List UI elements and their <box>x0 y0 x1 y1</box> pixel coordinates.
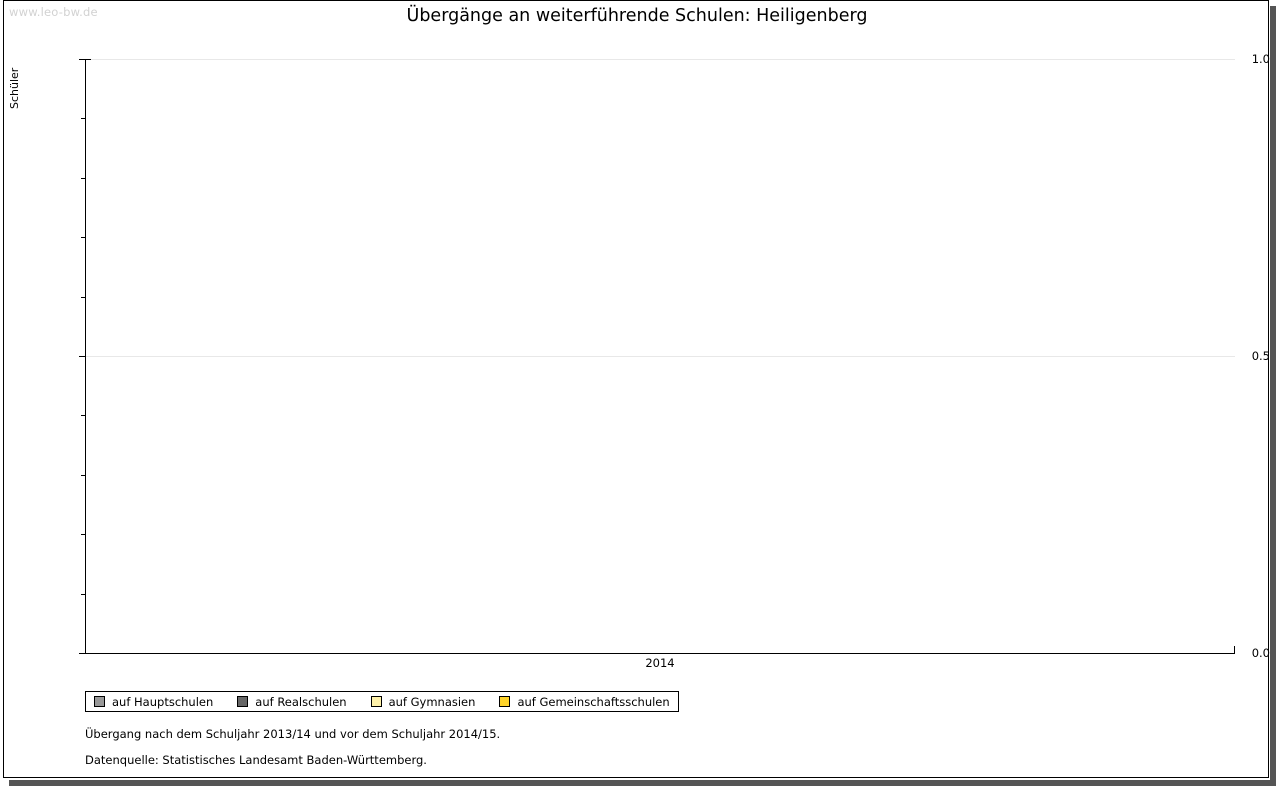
y-minor-tick-0.4 <box>81 415 86 417</box>
y-tick-mark-0.0 <box>79 653 86 654</box>
legend-swatch-icon-1 <box>237 696 249 707</box>
y-axis-top-cap <box>85 59 91 60</box>
y-minor-tick-0.9 <box>81 118 86 120</box>
legend-swatch-icon-3 <box>499 696 511 707</box>
y-tick-label-0.5: 0.5 <box>1251 349 1270 363</box>
page-frame: www.leo-bw.de Übergänge an weiterführend… <box>3 0 1270 779</box>
y-minor-tick-0.3 <box>81 474 86 476</box>
y-minor-tick-0.2 <box>81 534 86 536</box>
y-minor-tick-0.1 <box>81 593 86 595</box>
y-minor-tick-0.7 <box>81 237 86 239</box>
watermark-text: www.leo-bw.de <box>9 5 98 19</box>
y-minor-tick-0.6 <box>81 296 86 298</box>
legend-swatch-icon-2 <box>370 696 382 707</box>
page-shadow-right <box>1270 6 1276 785</box>
chart-legend: auf Hauptschulen auf Realschulen auf Gymna… <box>85 691 679 712</box>
y-tick-label-0.0: 0.0 <box>1251 646 1270 660</box>
page-shadow-bottom <box>9 780 1276 786</box>
y-tick-mark-1.0 <box>79 59 86 60</box>
legend-item-2[interactable]: auf Gymnasien <box>370 694 476 709</box>
y-minor-tick-0.8 <box>81 177 86 179</box>
legend-label-2: auf Gymnasien <box>388 694 476 709</box>
y-tick-mark-0.5 <box>79 356 86 357</box>
y-axis-label: Schüler <box>8 67 21 109</box>
plot-area <box>85 59 1235 654</box>
y-tick-label-1.0: 1.0 <box>1251 52 1270 66</box>
gridline-y-1.0 <box>85 59 1235 60</box>
legend-label-1: auf Realschulen <box>255 694 347 709</box>
footnote-line-2: Datenquelle: Statistisches Landesamt Bad… <box>85 753 427 767</box>
legend-label-0: auf Hauptschulen <box>112 694 214 709</box>
x-tick-label-2014: 2014 <box>645 656 675 670</box>
legend-item-3[interactable]: auf Gemeinschaftsschulen <box>499 694 670 709</box>
x-axis-end-cap <box>1234 646 1235 654</box>
legend-label-3: auf Gemeinschaftsschulen <box>517 694 670 709</box>
chart-title: Übergänge an weiterführende Schulen: Hei… <box>406 6 868 26</box>
x-axis-spine <box>85 653 1235 654</box>
chart-figure: www.leo-bw.de Übergänge an weiterführend… <box>4 1 1270 779</box>
legend-item-1[interactable]: auf Realschulen <box>237 694 347 709</box>
legend-item-0[interactable]: auf Hauptschulen <box>94 695 213 709</box>
footnote-line-1: Übergang nach dem Schuljahr 2013/14 und … <box>85 727 501 741</box>
gridline-y-0.5 <box>85 356 1235 357</box>
legend-swatch-icon-0 <box>94 696 105 707</box>
